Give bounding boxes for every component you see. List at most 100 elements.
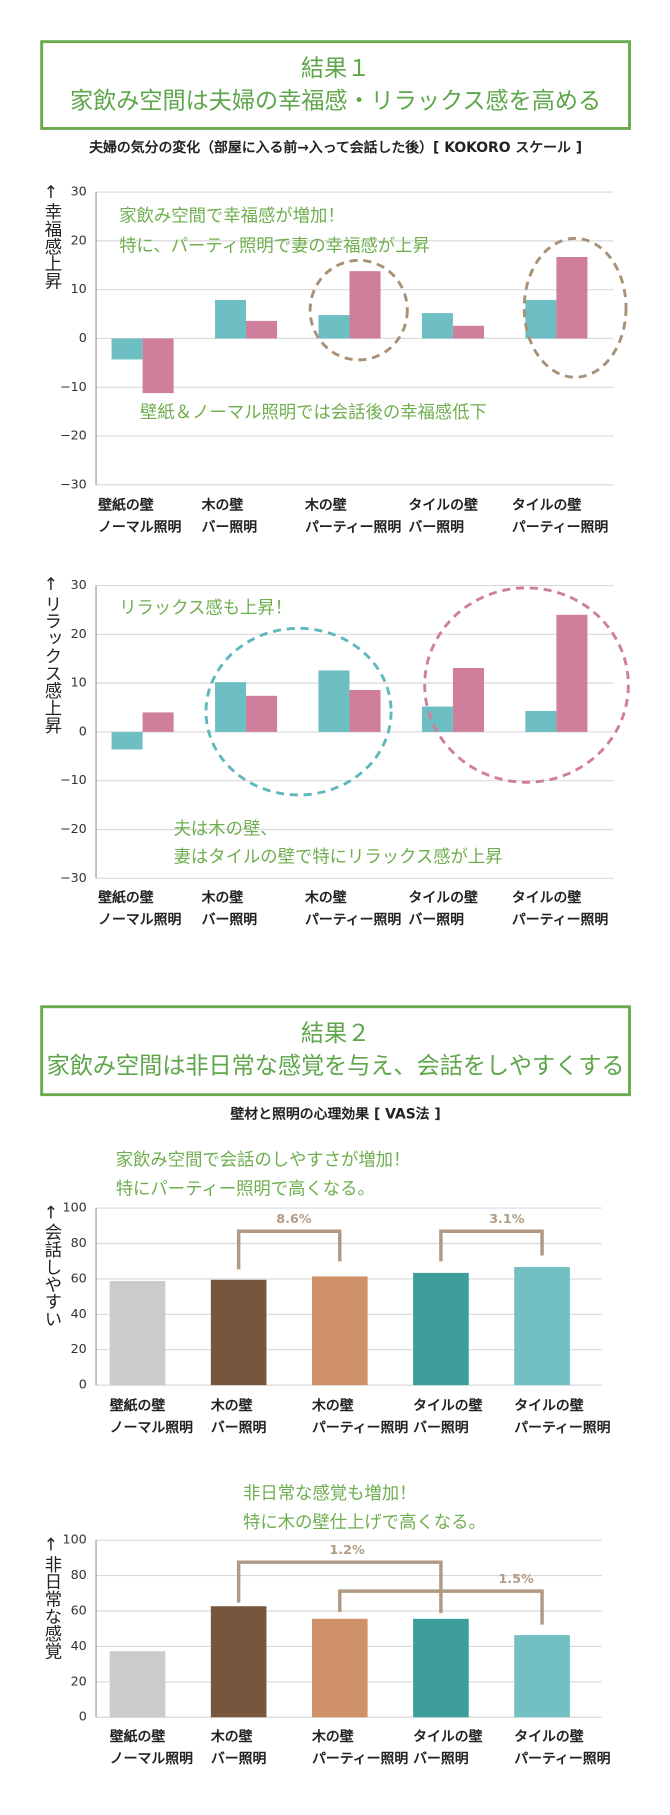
bar [111, 731, 143, 750]
bar [421, 706, 453, 732]
x-tick-label: 木の壁 [210, 1397, 253, 1414]
bracket [439, 1229, 544, 1262]
y-tick-label: −20 [60, 821, 87, 836]
header-title: 結果２ [301, 1021, 370, 1047]
bracket-label: 1.5% [498, 1571, 534, 1586]
annotation: 家飲み空間で幸福感が増加！ [119, 206, 344, 226]
annotation: 特にパーティー照明で高くなる。 [116, 1180, 375, 1200]
y-tick-label: 80 [71, 1567, 87, 1582]
x-tick-label: ノーマル照明 [98, 912, 181, 928]
bracket [236, 1229, 342, 1270]
annotation: 夫は木の壁、 [174, 820, 278, 840]
x-tick-label: パーティー照明 [312, 1420, 408, 1436]
bracket [338, 1589, 544, 1625]
x-tick-label: タイルの壁 [512, 889, 582, 906]
bar [514, 1635, 570, 1718]
header-title: 家飲み空間は非日常な感覚を与え、会話をしやすくする [47, 1053, 625, 1079]
x-tick-label: 木の壁 [304, 497, 347, 514]
bar [246, 320, 278, 339]
y-tick-label: 0 [79, 1377, 87, 1392]
header-title: 家飲み空間は夫婦の幸福感・リラックス感を高める [70, 88, 601, 114]
bar [246, 695, 278, 732]
x-tick-label: 木の壁 [304, 889, 347, 906]
y-tick-label: −10 [60, 379, 87, 394]
highlight-circle [204, 626, 393, 797]
y-tick-label: −20 [60, 428, 87, 443]
x-tick-label: タイルの壁 [408, 889, 478, 906]
bar [413, 1618, 469, 1718]
bar [514, 1267, 570, 1386]
content: 結果１ 家飲み空間は夫婦の幸福感・リラックス感を高める 夫婦の気分の変化（部屋に… [40, 40, 631, 1767]
y-tick-label: 40 [71, 1638, 87, 1653]
y-tick-label: 30 [71, 184, 87, 199]
annotation: リラックス感も上昇！ [119, 599, 292, 619]
y-axis-label: ↑非日常な感覚 [41, 1536, 62, 1661]
bar [311, 1276, 368, 1386]
x-tick-label: タイルの壁 [514, 1397, 584, 1414]
header-subtitle: 壁材と照明の心理効果 [ VAS法 ] [230, 1105, 440, 1122]
bar [556, 614, 588, 732]
bar [525, 299, 557, 339]
bracket-label: 3.1% [489, 1211, 525, 1226]
y-axis-label: ↑リラックス感上昇 [41, 575, 62, 734]
x-tick-label: 木の壁 [311, 1728, 354, 1745]
y-tick-label: −30 [60, 476, 87, 491]
x-tick-label: ノーマル照明 [110, 1420, 193, 1436]
x-tick-label: 木の壁 [201, 497, 244, 514]
x-tick-label: バー照明 [413, 1420, 469, 1436]
y-tick-label: 60 [71, 1270, 87, 1285]
x-tick-label: パーティー照明 [514, 1751, 610, 1767]
highlight-circle [308, 258, 409, 362]
bar [109, 1281, 166, 1386]
x-tick-label: 壁紙の壁 [110, 1397, 166, 1414]
bar [349, 689, 381, 732]
x-tick-label: パーティー照明 [305, 520, 401, 536]
bar [318, 670, 350, 732]
y-tick-label: 20 [71, 1341, 87, 1356]
x-tick-label: パーティー照明 [514, 1420, 610, 1436]
x-tick-label: ノーマル照明 [98, 520, 181, 536]
x-tick-label: パーティー照明 [305, 912, 401, 928]
header-box [40, 1005, 631, 1097]
x-tick-label: 壁紙の壁 [110, 1728, 166, 1745]
header-title: 結果１ [301, 56, 370, 82]
y-tick-label: 60 [71, 1603, 87, 1618]
x-tick-label: タイルの壁 [512, 497, 582, 514]
bar [210, 1279, 267, 1386]
bar [210, 1606, 267, 1718]
y-tick-label: −10 [60, 772, 87, 787]
y-tick-label: 100 [63, 1200, 87, 1215]
highlight-circle [423, 586, 630, 784]
bar [452, 667, 484, 732]
x-tick-label: バー照明 [408, 520, 464, 536]
x-tick-label: パーティー照明 [512, 912, 608, 928]
x-tick-label: パーティー照明 [312, 1751, 408, 1767]
y-tick-label: 20 [71, 232, 87, 247]
y-tick-label: 30 [71, 577, 87, 592]
bar [142, 712, 174, 732]
bar [413, 1272, 469, 1386]
y-tick-label: 0 [79, 330, 87, 345]
bar [421, 313, 453, 339]
y-axis-label: ↑幸福感上昇 [41, 183, 62, 290]
bar [109, 1651, 166, 1718]
y-tick-label: 0 [79, 1709, 87, 1724]
x-tick-label: バー照明 [408, 912, 464, 928]
header-box [40, 40, 631, 130]
annotation: 家飲み空間で会話のしやすさが増加！ [116, 1151, 411, 1171]
x-tick-label: バー照明 [211, 1751, 267, 1767]
bracket [236, 1560, 443, 1614]
x-tick-label: ノーマル照明 [110, 1751, 193, 1767]
annotation: 壁紙＆ノーマル照明では会話後の幸福感低下 [140, 403, 487, 423]
bar [215, 299, 247, 339]
y-tick-label: 20 [71, 626, 87, 641]
bar [311, 1618, 368, 1718]
y-tick-label: 10 [71, 281, 87, 296]
bracket-label: 1.2% [330, 1542, 366, 1557]
x-tick-label: 木の壁 [201, 889, 244, 906]
bar [111, 338, 143, 360]
x-tick-label: バー照明 [202, 520, 258, 536]
x-tick-label: タイルの壁 [413, 1728, 483, 1745]
x-tick-label: 木の壁 [210, 1728, 253, 1745]
bar [525, 710, 557, 732]
